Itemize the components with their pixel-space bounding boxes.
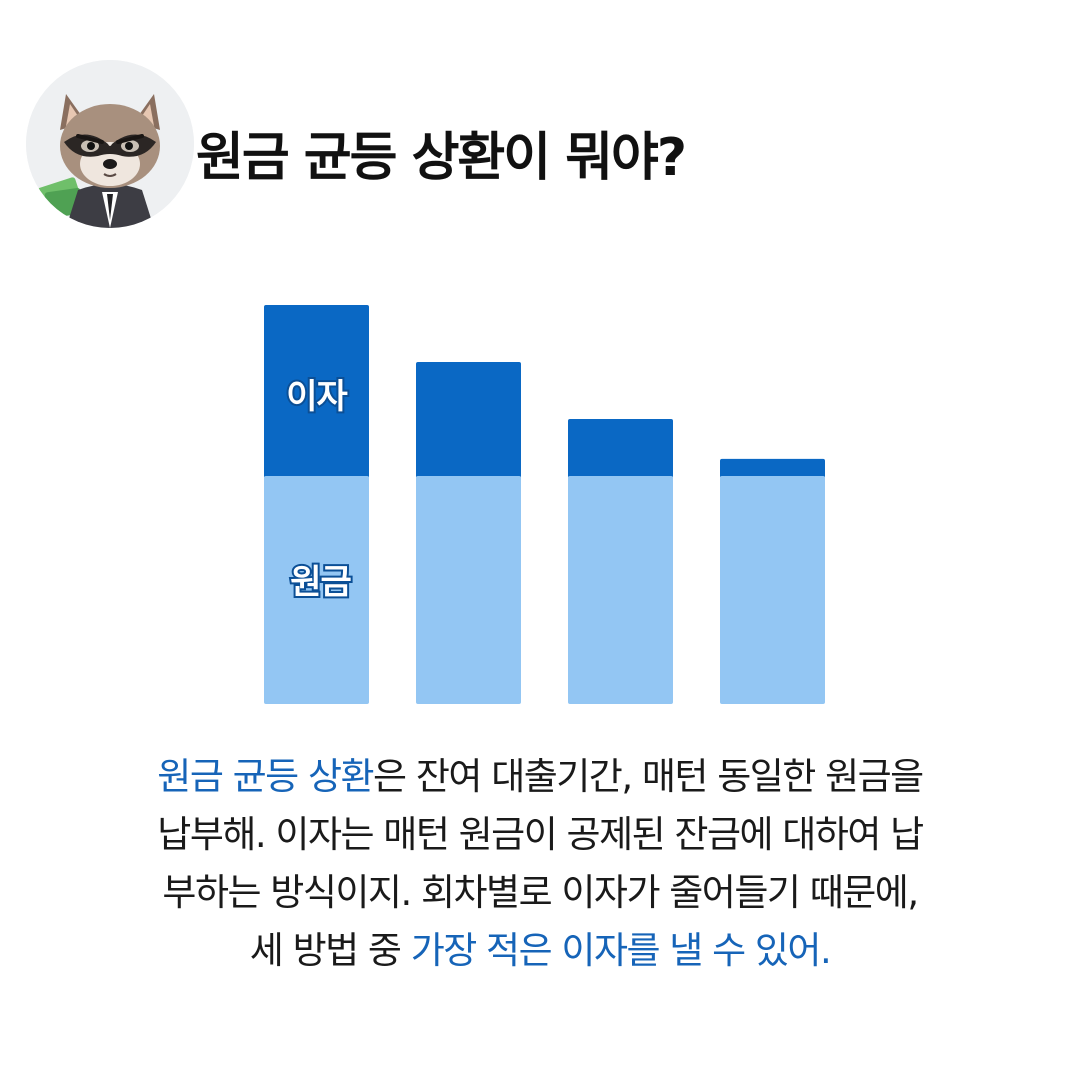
caption-line-3: 부하는 방식이지. 회차별로 이자가 줄어들기 때문에, [162,871,919,914]
bar-principal-1 [264,476,369,704]
bar-interest-4 [720,458,825,478]
avatar [26,60,194,228]
caption-highlight-term: 원금 균등 상환 [157,755,374,798]
caption-line-1-rest: 은 잔여 대출기간, 매턴 동일한 원금을 [373,755,924,798]
bar-interest-1 [264,305,369,478]
header: 원금 균등 상환이 뭐야? [0,0,1080,240]
caption-line-1: 원금 균등 상환은 잔여 대출기간, 매턴 동일한 원금을 [40,748,1040,806]
caption-line-4-pre: 세 방법 중 [249,929,411,972]
caption-line-2: 납부해. 이자는 매턴 원금이 공제된 잔금에 대하여 납 [157,813,924,856]
page-title: 원금 균등 상환이 뭐야? [196,128,687,188]
series-label-interest: 이자 [286,377,347,417]
caption-line-4: 세 방법 중 가장 적은 이자를 낼 수 있어. [40,922,1040,980]
bar-principal-3 [568,476,673,704]
raccoon-mascot-icon [26,60,194,228]
bar-interest-3 [568,419,673,478]
caption-highlight-conclusion: 가장 적은 이자를 낼 수 있어. [410,929,832,972]
bar-interest-2 [416,362,521,478]
caption-text: 원금 균등 상환은 잔여 대출기간, 매턴 동일한 원금을 납부해. 이자는 매… [40,748,1040,980]
bar-principal-2 [416,476,521,704]
series-label-principal: 원금 [290,563,351,603]
bar-principal-4 [720,476,825,704]
